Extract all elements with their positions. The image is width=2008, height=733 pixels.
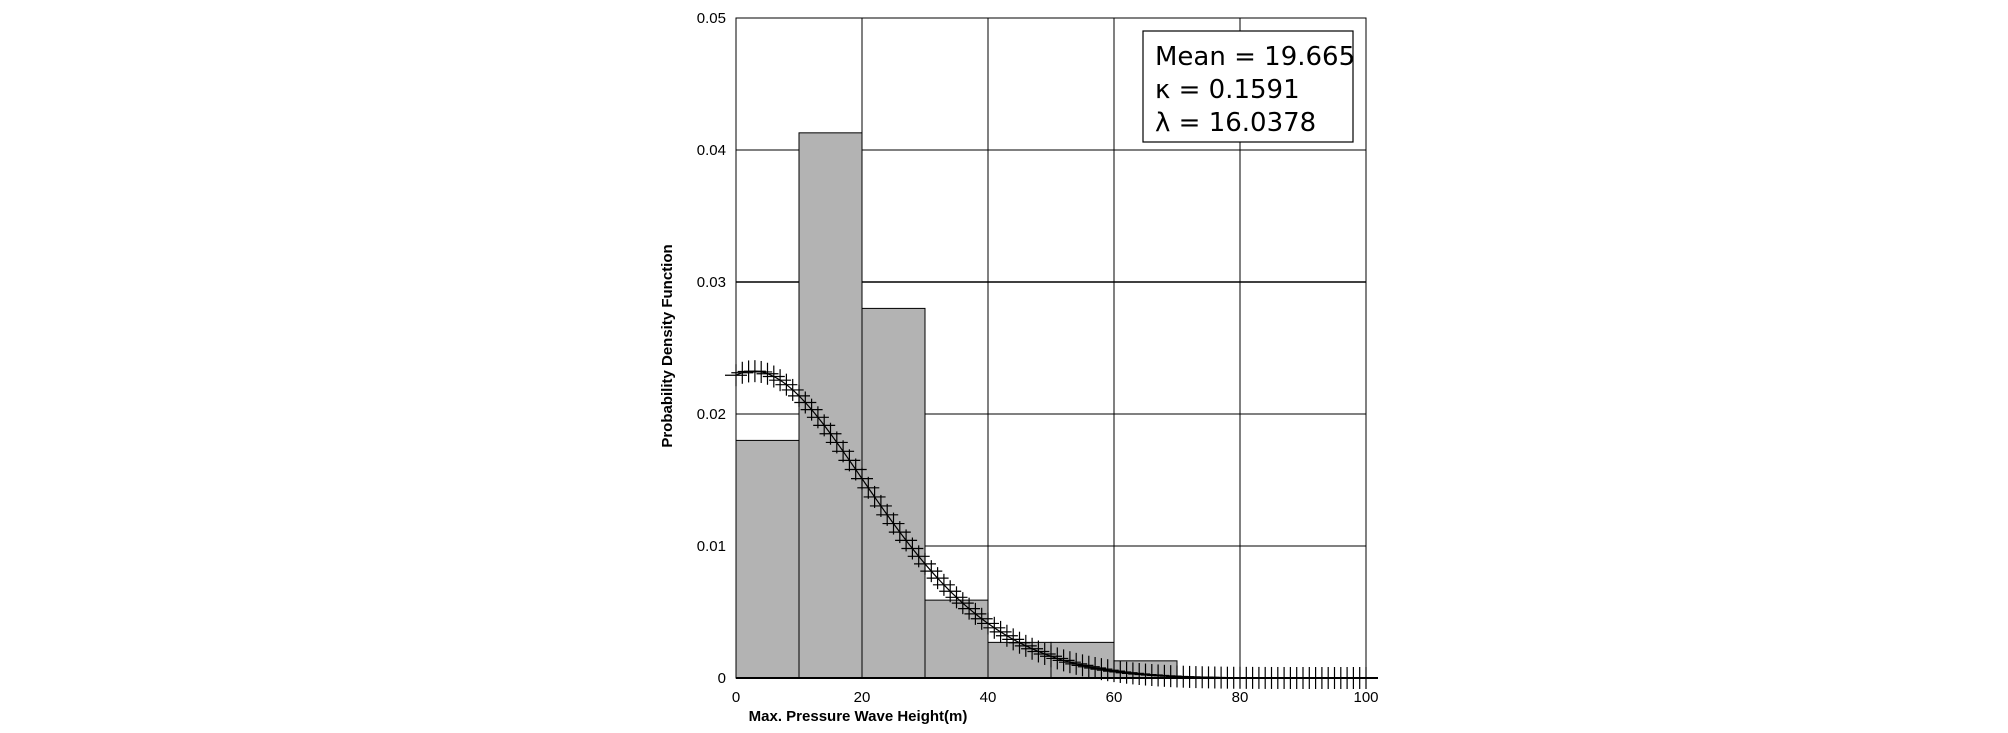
- curve-marker: [876, 503, 899, 526]
- curve-marker: [958, 597, 981, 620]
- info-lambda: λ = 16.0378: [1155, 108, 1316, 138]
- curve-marker: [819, 422, 842, 445]
- curve-marker: [951, 592, 974, 615]
- curve-marker: [888, 521, 911, 544]
- curve-marker: [851, 467, 873, 490]
- curve-marker: [869, 494, 892, 517]
- x-tick-label: 60: [1106, 689, 1123, 706]
- curve-marker: [926, 567, 949, 590]
- curve-marker: [756, 362, 779, 385]
- curve-marker: [838, 449, 861, 472]
- curve-marker: [788, 384, 810, 407]
- axes: [735, 18, 1378, 679]
- curve-marker: [1021, 637, 1044, 660]
- x-tick-label: 40: [980, 689, 997, 706]
- curve-marker: [995, 624, 1018, 647]
- info-kappa: κ = 0.1591: [1155, 75, 1300, 105]
- curve-marker: [1090, 658, 1113, 681]
- y-tick-label: 0.04: [697, 142, 726, 159]
- curve-marker: [762, 365, 785, 388]
- curve-marker: [932, 573, 955, 596]
- y-tick-label: 0.03: [697, 274, 726, 291]
- curve-marker: [857, 476, 880, 499]
- x-tick-label: 100: [1353, 689, 1378, 706]
- curve-marker: [1109, 660, 1132, 683]
- curve-marker: [945, 586, 968, 609]
- y-axis-label: Probability Density Function: [659, 244, 676, 447]
- curve-marker: [989, 620, 1012, 643]
- tick-labels: 0 20 40 60 80 100 0 0.01 0.02 0.03 0.04 0.05: [697, 10, 1379, 706]
- curve-marker: [1040, 645, 1062, 668]
- curve-marker: [844, 458, 867, 481]
- curve-marker: [813, 414, 836, 437]
- curve-marker: [806, 406, 829, 429]
- info-box-frame: [1142, 30, 1354, 143]
- curve-marker: [1121, 662, 1144, 685]
- x-axis-label: Max. Pressure Wave Height(m): [749, 708, 968, 725]
- curve-marker: [781, 378, 804, 401]
- info-mean: Mean = 19.665: [1155, 42, 1355, 72]
- curve-marker: [1115, 661, 1138, 684]
- curve-marker: [970, 607, 993, 630]
- curve-marker: [1077, 655, 1100, 678]
- histogram-bars: [735, 132, 1178, 679]
- curve-marker: [1071, 654, 1094, 677]
- curve-marker: [1065, 652, 1088, 675]
- histogram-bar: [924, 599, 989, 679]
- info-box: Mean = 19.665 κ = 0.1591 λ = 16.0378: [1142, 30, 1355, 143]
- y-tick-label: 0.05: [697, 10, 726, 27]
- curve-marker: [1014, 634, 1037, 657]
- curve-marker: [769, 369, 792, 392]
- histogram-bar: [735, 439, 800, 679]
- curve-marker: [1046, 647, 1069, 670]
- curve-marker: [825, 431, 848, 454]
- curve-marker: [832, 440, 855, 463]
- curve-marker: [882, 512, 905, 535]
- y-tick-label: 0.02: [697, 406, 726, 423]
- x-tick-label: 20: [854, 689, 871, 706]
- curve-marker: [939, 580, 962, 603]
- curve-marker: [1033, 642, 1056, 665]
- curve-marker: [1052, 649, 1075, 672]
- curve-marker: [895, 529, 918, 552]
- curve-marker: [731, 361, 754, 384]
- curve-marker: [964, 602, 987, 625]
- curve-marker: [1008, 631, 1031, 654]
- curve-marker: [863, 485, 886, 508]
- curve-marker: [750, 360, 773, 383]
- curve-marker: [1084, 657, 1107, 680]
- curve-marker: [1027, 640, 1050, 663]
- x-tick-label: 80: [1232, 689, 1249, 706]
- curve-marker: [743, 360, 766, 383]
- curve-marker: [983, 616, 1006, 639]
- curve-marker: [1058, 651, 1081, 674]
- x-tick-label: 0: [732, 689, 740, 706]
- y-tick-label: 0.01: [697, 538, 726, 555]
- y-tick-label: 0: [718, 670, 726, 687]
- curve-marker: [977, 612, 999, 635]
- curve-marker: [775, 373, 798, 396]
- curve-marker: [1002, 628, 1025, 651]
